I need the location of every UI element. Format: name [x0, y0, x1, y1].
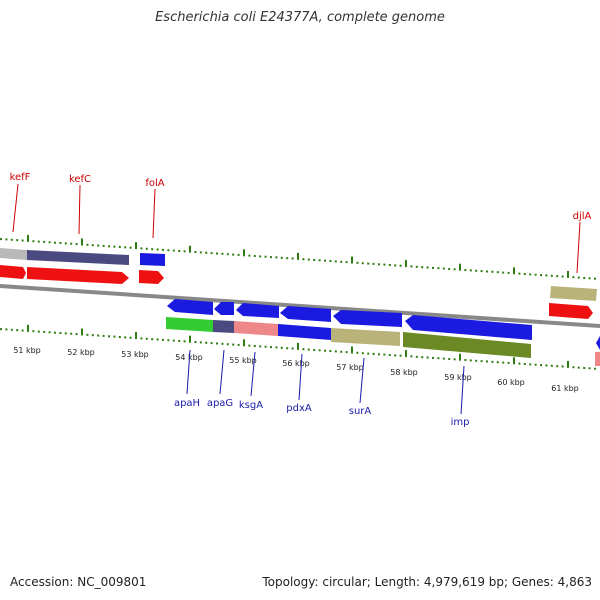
gene-feature	[403, 332, 531, 358]
reverse-strand-features	[166, 299, 600, 366]
gene-leader-line	[576, 221, 581, 274]
gene-feature	[214, 302, 234, 315]
gene-leader-line	[359, 357, 365, 404]
gene-feature	[333, 310, 402, 327]
gene-label-ksgA: ksgA	[239, 400, 263, 411]
gene-leader-line	[298, 353, 303, 401]
gene-leader-line	[460, 365, 465, 415]
kbp-label: 55 kbp	[229, 356, 257, 365]
gene-label-surA: surA	[349, 406, 372, 417]
gene-label-kefF: kefF	[10, 172, 31, 183]
inner-gene-labels: apaH apaG ksgA pdxA surA imp	[174, 349, 470, 428]
gene-feature	[405, 315, 532, 340]
gene-feature	[166, 317, 213, 332]
gene-feature	[236, 303, 279, 318]
accession-text: Accession: NC_009801	[10, 575, 147, 589]
gene-leader-line	[250, 351, 256, 397]
kbp-label: 51 kbp	[13, 346, 41, 355]
gene-feature	[213, 320, 234, 333]
gene-leader-line	[186, 349, 191, 395]
genome-summary-text: Topology: circular; Length: 4,979,619 bp…	[262, 575, 592, 589]
gene-feature	[27, 267, 129, 284]
kbp-label: 52 kbp	[67, 348, 95, 357]
inner-tick-track	[0, 324, 596, 370]
gene-feature	[550, 286, 597, 301]
gene-feature	[27, 250, 129, 265]
gene-leader-line	[78, 184, 81, 235]
genome-backbone	[0, 284, 600, 328]
gene-leader-line	[152, 188, 156, 239]
gene-feature	[278, 324, 331, 340]
gene-feature	[595, 352, 600, 366]
gene-label-apaH: apaH	[174, 398, 200, 409]
gene-feature	[167, 299, 213, 315]
gene-leader-line	[219, 349, 225, 395]
gene-feature	[0, 265, 26, 279]
gene-label-folA: folA	[145, 178, 164, 189]
kbp-label: 61 kbp	[551, 384, 579, 393]
genome-title: Escherichia coli E24377A, complete genom…	[155, 10, 445, 25]
kbp-label: 57 kbp	[336, 363, 364, 372]
kbp-label: 59 kbp	[444, 373, 472, 382]
kbp-label: 56 kbp	[282, 359, 310, 368]
gene-feature	[280, 306, 331, 322]
gene-leader-line	[12, 183, 19, 233]
forward-strand-features	[0, 248, 597, 319]
gene-feature	[596, 336, 600, 350]
gene-label-imp: imp	[451, 417, 470, 428]
kbp-label: 60 kbp	[497, 378, 525, 387]
gene-label-kefC: kefC	[69, 174, 91, 185]
outer-tick-track	[0, 234, 596, 280]
gene-label-pdxA: pdxA	[286, 403, 312, 414]
outer-gene-labels: kefF kefC folA djlA	[10, 172, 592, 274]
kbp-label: 58 kbp	[390, 368, 418, 377]
gene-feature	[0, 248, 27, 260]
gene-feature	[331, 328, 400, 346]
gene-feature	[140, 253, 165, 266]
gene-feature	[549, 303, 593, 319]
kbp-label: 53 kbp	[121, 350, 149, 359]
gene-label-djlA: djlA	[573, 211, 592, 222]
gene-feature	[139, 270, 164, 284]
gene-feature	[234, 321, 278, 336]
gene-label-apaG: apaG	[207, 398, 233, 409]
